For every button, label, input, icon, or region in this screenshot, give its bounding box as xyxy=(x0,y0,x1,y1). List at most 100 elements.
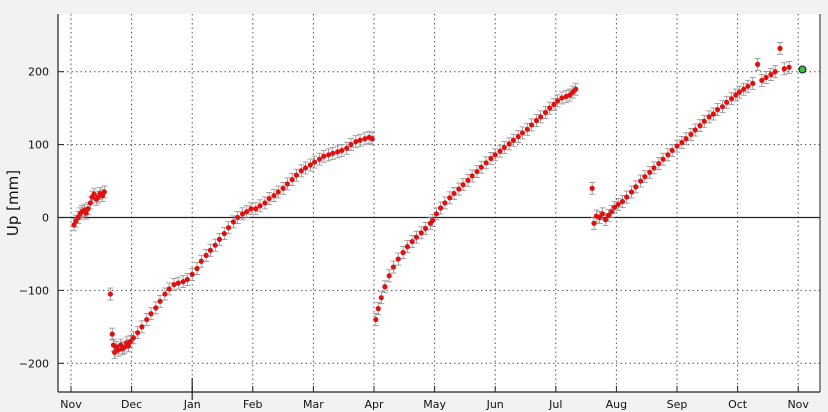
data-points xyxy=(71,45,807,355)
data-point xyxy=(207,247,213,253)
y-axis-label: Up [mm] xyxy=(4,170,22,236)
data-point xyxy=(230,219,237,225)
data-point xyxy=(741,86,747,92)
data-point xyxy=(382,284,388,290)
data-point xyxy=(478,164,484,170)
data-point xyxy=(599,211,606,217)
data-point xyxy=(750,80,756,86)
data-point xyxy=(144,316,150,323)
data-point xyxy=(418,230,424,236)
data-point xyxy=(125,343,132,349)
data-point xyxy=(628,189,635,195)
y-tick-label: 200 xyxy=(28,66,49,79)
data-point xyxy=(777,45,783,51)
data-point xyxy=(262,200,268,206)
data-point xyxy=(611,204,618,210)
data-point xyxy=(669,147,675,154)
data-point xyxy=(248,206,254,212)
data-point xyxy=(404,244,410,250)
data-point xyxy=(688,131,694,137)
data-point xyxy=(386,273,392,279)
data-point xyxy=(501,144,507,151)
data-point xyxy=(596,214,603,221)
x-tick-label: May xyxy=(423,398,446,411)
data-point xyxy=(344,145,350,151)
data-point xyxy=(413,234,420,240)
data-point xyxy=(701,118,707,124)
data-point xyxy=(335,149,341,155)
data-point xyxy=(375,306,381,312)
x-tick-label: Jun xyxy=(486,398,504,411)
data-point xyxy=(651,165,657,171)
data-point xyxy=(289,176,295,183)
data-point xyxy=(624,194,630,200)
data-point xyxy=(189,271,195,277)
data-point xyxy=(456,186,462,192)
data-point xyxy=(710,111,716,117)
data-point xyxy=(115,347,121,353)
data-point xyxy=(312,159,318,165)
data-point xyxy=(679,139,685,146)
data-point xyxy=(316,156,323,162)
data-point xyxy=(733,92,739,98)
x-tick-label: Dec xyxy=(121,398,142,411)
latest-data-point xyxy=(798,65,807,74)
data-point xyxy=(153,305,159,311)
data-point xyxy=(605,212,612,218)
data-point xyxy=(469,173,475,179)
data-point xyxy=(591,220,597,226)
data-point xyxy=(519,130,526,136)
data-point xyxy=(660,156,666,162)
data-point xyxy=(390,264,396,270)
data-point xyxy=(101,189,107,195)
data-point xyxy=(465,177,471,183)
data-point xyxy=(683,136,689,142)
data-point xyxy=(451,190,457,197)
data-point xyxy=(257,203,263,209)
data-point xyxy=(736,89,743,95)
data-point xyxy=(633,184,639,190)
data-point xyxy=(357,137,363,143)
data-point xyxy=(293,172,300,178)
data-point xyxy=(647,169,653,175)
x-tick-label: Mar xyxy=(303,398,324,411)
data-point xyxy=(373,316,379,323)
data-point xyxy=(266,195,272,202)
data-point xyxy=(510,137,516,143)
data-point xyxy=(442,200,448,206)
data-point xyxy=(573,86,579,92)
data-point xyxy=(745,83,751,89)
data-point xyxy=(280,185,286,191)
data-point xyxy=(121,344,127,350)
y-tick-label: −100 xyxy=(19,284,49,297)
data-point xyxy=(253,206,259,212)
data-point xyxy=(697,123,703,129)
x-tick-label: Sep xyxy=(667,398,688,411)
data-point xyxy=(524,126,530,132)
data-point xyxy=(422,225,429,232)
data-point xyxy=(362,136,368,142)
data-point xyxy=(135,330,141,336)
data-point xyxy=(497,148,503,154)
data-point xyxy=(180,279,186,285)
data-point xyxy=(781,66,787,72)
data-point xyxy=(321,153,327,159)
data-point xyxy=(212,242,218,248)
data-point xyxy=(353,139,359,145)
x-tick-label: Oct xyxy=(728,398,748,411)
plot-area xyxy=(58,14,820,392)
data-point xyxy=(194,265,200,272)
data-point xyxy=(184,276,190,283)
x-tick-label: Nov xyxy=(60,398,82,411)
data-point xyxy=(395,256,401,262)
data-point xyxy=(244,209,250,215)
data-point xyxy=(642,174,648,180)
data-point xyxy=(302,165,309,171)
data-point xyxy=(83,210,89,216)
data-point xyxy=(109,331,115,337)
data-point xyxy=(433,211,440,217)
data-point xyxy=(674,143,680,149)
data-point xyxy=(492,152,498,158)
data-point xyxy=(221,230,227,237)
